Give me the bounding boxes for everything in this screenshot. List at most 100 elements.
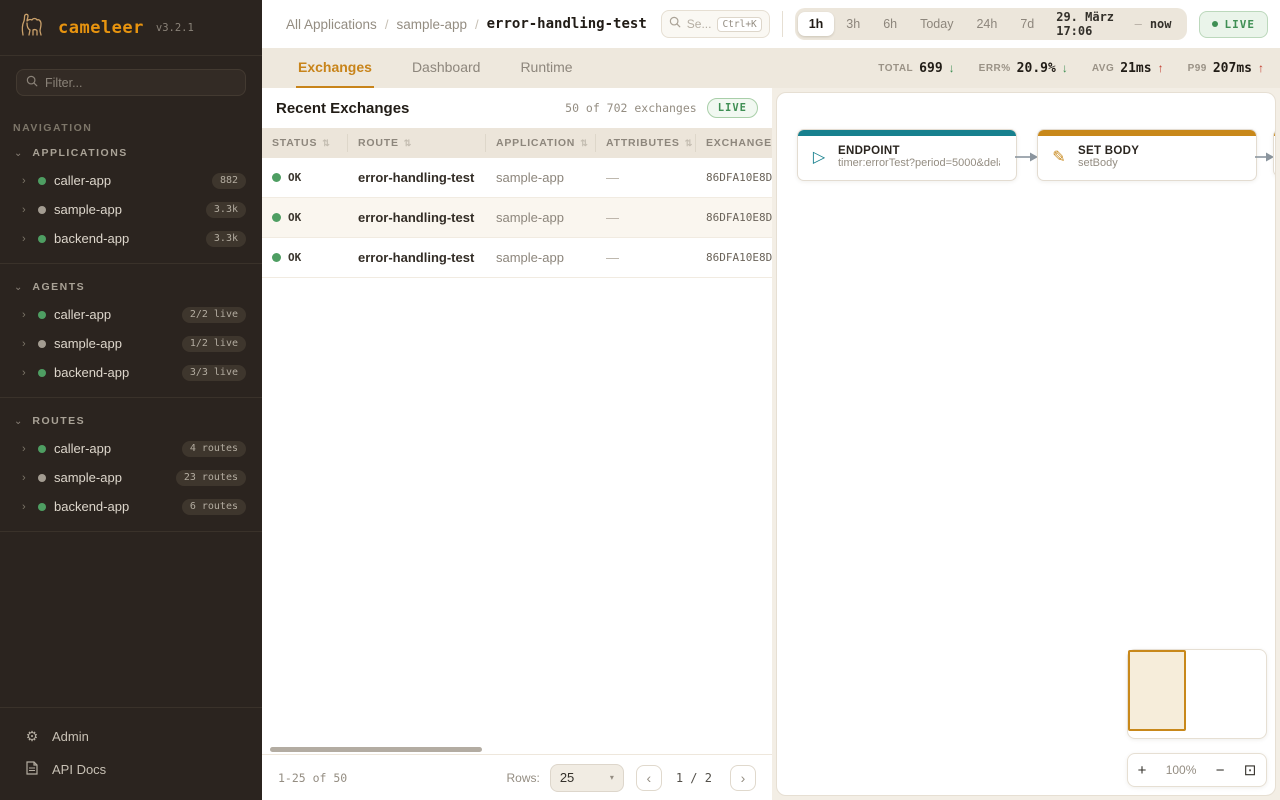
sidebar-item-admin[interactable]: ⚙ Admin xyxy=(0,720,262,753)
pagination-range: 1-25 of 50 xyxy=(278,770,348,785)
rows-per-page-select[interactable]: 25 ▾ xyxy=(549,763,624,792)
table-live-badge[interactable]: LIVE xyxy=(706,98,758,118)
attributes-cell: — xyxy=(606,250,619,265)
node-title: SET BODY xyxy=(1078,145,1140,157)
time-range-1h[interactable]: 1h xyxy=(797,12,835,36)
status-dot-icon xyxy=(38,339,46,348)
column-header-exchange[interactable]: EXCHANGE⇅ xyxy=(706,137,772,149)
flow-node-endpoint[interactable]: ▷ ENDPOINT timer:errorTest?period=5000&d… xyxy=(797,129,1017,181)
flow-node-clipped[interactable] xyxy=(1273,129,1275,177)
time-range-6h[interactable]: 6h xyxy=(872,12,908,36)
time-range-today[interactable]: Today xyxy=(909,12,964,36)
column-header-route[interactable]: ROUTE ⇅ xyxy=(348,134,486,152)
status-label: OK xyxy=(288,251,302,264)
section-divider xyxy=(0,397,262,398)
tab-runtime[interactable]: Runtime xyxy=(520,59,573,75)
item-badge: 2/2 live xyxy=(181,306,246,323)
table-row[interactable]: OK error-handling-test sample-app — 86DF… xyxy=(262,198,772,238)
zoom-out-button[interactable]: − xyxy=(1215,761,1225,779)
sidebar-item-api-docs[interactable]: API Docs xyxy=(0,753,262,786)
flow-minimap[interactable] xyxy=(1127,649,1267,739)
item-badge: 3.3k xyxy=(205,230,246,247)
status-dot-icon xyxy=(272,253,281,262)
time-range-3h[interactable]: 3h xyxy=(835,12,871,36)
item-name: caller-app xyxy=(54,307,112,322)
application-cell: sample-app xyxy=(496,210,564,225)
status-dot-icon xyxy=(38,444,46,453)
status-cell: OK xyxy=(262,211,348,224)
node-subtitle: setBody xyxy=(1078,157,1118,169)
time-range-24h[interactable]: 24h xyxy=(965,12,1008,36)
next-page-button[interactable]: › xyxy=(730,764,756,791)
attributes-cell: — xyxy=(606,170,619,185)
table-header: STATUS ⇅ ROUTE ⇅ APPLICATION ⇅ ATTRIBUTES ⇅ EXCH… xyxy=(262,128,772,158)
sort-icon: ⇅ xyxy=(580,137,589,148)
document-icon xyxy=(24,761,40,778)
flow-node-set-body[interactable]: ✎ SET BODY setBody xyxy=(1037,129,1257,181)
node-title: ENDPOINT xyxy=(838,145,900,157)
rows-per-page-label: Rows: xyxy=(506,770,540,785)
status-label: OK xyxy=(288,211,302,224)
fit-view-icon[interactable]: ⊡ xyxy=(1243,762,1257,779)
trend-arrow-icon: ↑ xyxy=(1157,61,1164,75)
app-logo[interactable]: cameleer v3.2.1 xyxy=(0,0,262,56)
sidebar-section-header[interactable]: ⌄ ROUTES xyxy=(0,406,262,434)
table-row[interactable]: OK error-handling-test sample-app — 86DF… xyxy=(262,238,772,278)
flow-canvas[interactable]: ▷ ENDPOINT timer:errorTest?period=5000&d… xyxy=(776,92,1276,796)
breadcrumb: All Applications / sample-app / error-handli… xyxy=(286,16,647,32)
navigation-label: NAVIGATION xyxy=(13,122,93,134)
item-badge: 3/3 live xyxy=(181,364,246,381)
breadcrumb-item[interactable]: sample-app xyxy=(396,16,467,32)
tab-dashboard[interactable]: Dashboard xyxy=(411,59,481,75)
sidebar-item-sample-app[interactable]: › sample-app 3.3k xyxy=(0,195,262,224)
time-range-display[interactable]: 29. März 17:06 — now xyxy=(1046,10,1183,38)
global-search-input[interactable]: Se... Ctrl+K xyxy=(660,10,770,38)
zoom-in-button[interactable]: + xyxy=(1137,761,1147,779)
breadcrumb-item[interactable]: All Applications xyxy=(286,16,377,32)
minimap-viewport[interactable] xyxy=(1128,650,1186,731)
node-accent-bar xyxy=(1038,130,1256,136)
table-title-row: Recent Exchanges 50 of 702 exchanges LIV… xyxy=(262,88,772,128)
sidebar: cameleer v3.2.1 Filter... NAVIGATION ⌄ A… xyxy=(0,0,262,800)
node-subtitle: timer:errorTest?period=5000&dela xyxy=(838,157,1000,169)
section-label: AGENTS xyxy=(32,281,86,293)
search-placeholder: Se... xyxy=(686,17,712,31)
sidebar-section-header[interactable]: ⌄ AGENTS xyxy=(0,272,262,300)
horizontal-scrollbar[interactable] xyxy=(270,747,482,752)
time-range-control: 1h 3h 6h Today 24h 7d 29. März 17:06 — now xyxy=(794,8,1187,40)
chevron-right-icon: › xyxy=(22,471,26,484)
chevron-down-icon: ▾ xyxy=(609,773,614,782)
sidebar-item-sample-app[interactable]: › sample-app 23 routes xyxy=(0,463,262,492)
tab-exchanges[interactable]: Exchanges xyxy=(296,48,374,88)
sidebar-filter-input[interactable]: Filter... xyxy=(16,69,246,96)
item-badge: 6 routes xyxy=(181,498,246,515)
sidebar-item-sample-app[interactable]: › sample-app 1/2 live xyxy=(0,329,262,358)
item-badge: 23 routes xyxy=(175,469,246,486)
search-icon xyxy=(26,75,38,90)
tabs: Exchanges Dashboard Runtime xyxy=(296,48,611,88)
sidebar-item-caller-app[interactable]: › caller-app 882 xyxy=(0,166,262,195)
prev-page-button[interactable]: ‹ xyxy=(635,764,662,791)
sidebar-item-backend-app[interactable]: › backend-app 3.3k xyxy=(0,224,262,253)
gear-icon: ⚙ xyxy=(25,728,39,744)
chevron-right-icon: › xyxy=(22,442,26,455)
header-divider xyxy=(781,11,783,37)
column-header-attributes[interactable]: ATTRIBUTES ⇅ xyxy=(596,134,696,152)
stat-avg: AVG 21ms ↑ xyxy=(1091,60,1164,76)
exchanges-panel: Recent Exchanges 50 of 702 exchanges LIV… xyxy=(262,88,772,800)
content-split: Recent Exchanges 50 of 702 exchanges LIV… xyxy=(262,88,1280,800)
column-header-application[interactable]: APPLICATION ⇅ xyxy=(486,134,596,152)
column-header-status[interactable]: STATUS ⇅ xyxy=(262,134,348,152)
section-divider xyxy=(0,263,262,264)
sidebar-item-caller-app[interactable]: › caller-app 4 routes xyxy=(0,434,262,463)
sidebar-section-header[interactable]: ⌄ APPLICATIONS xyxy=(0,138,262,166)
table-row[interactable]: OK error-handling-test sample-app — 86DF… xyxy=(262,158,772,198)
item-badge: 4 routes xyxy=(181,440,246,457)
live-toggle[interactable]: LIVE xyxy=(1198,10,1268,38)
time-range-7d[interactable]: 7d xyxy=(1009,12,1045,36)
sidebar-item-backend-app[interactable]: › backend-app 6 routes xyxy=(0,492,262,521)
top-bar: All Applications / sample-app / error-handli… xyxy=(262,0,1280,48)
sidebar-item-backend-app[interactable]: › backend-app 3/3 live xyxy=(0,358,262,387)
chevron-right-icon: › xyxy=(22,308,26,321)
sidebar-item-caller-app[interactable]: › caller-app 2/2 live xyxy=(0,300,262,329)
